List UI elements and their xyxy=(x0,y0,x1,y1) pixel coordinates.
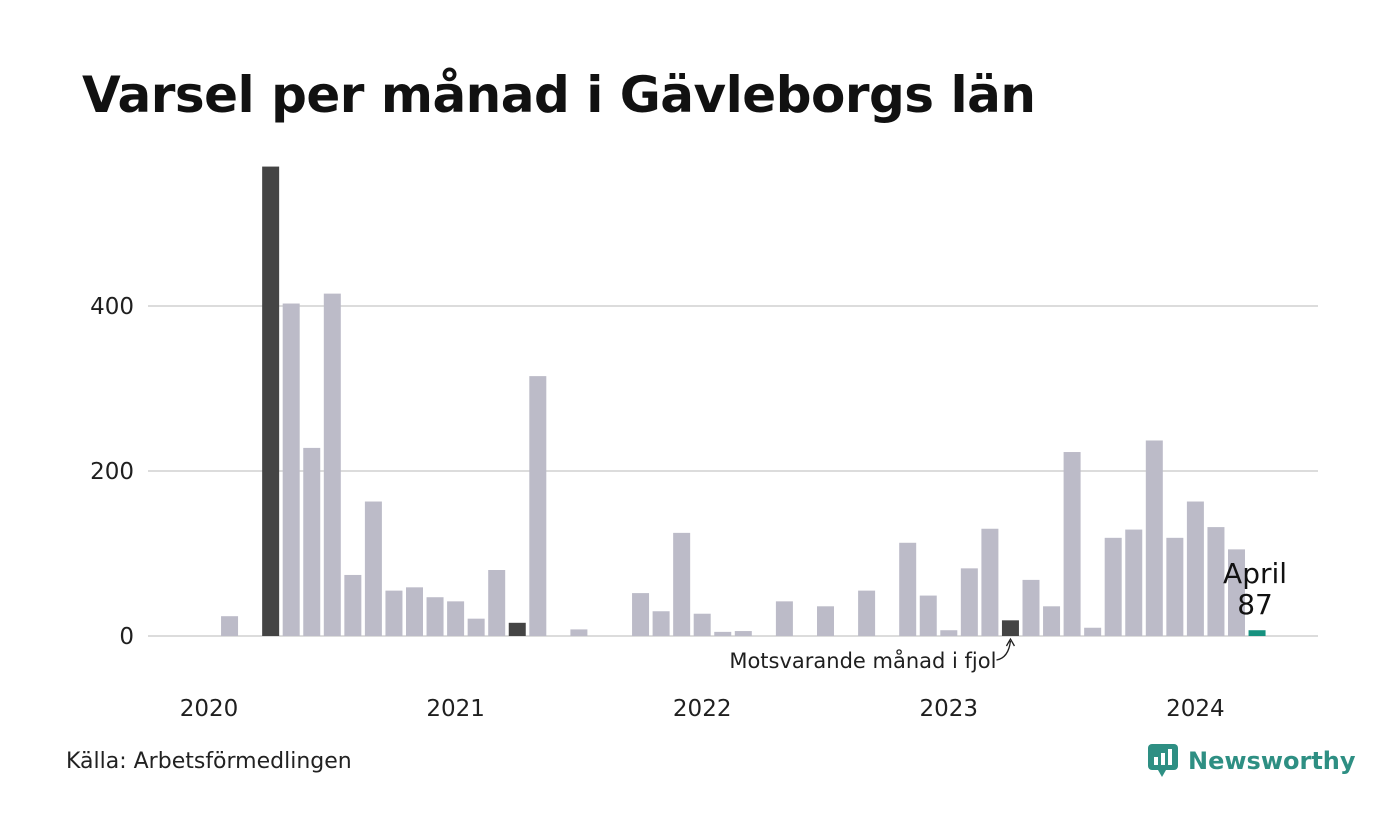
y-tick-label: 0 xyxy=(119,624,134,650)
chart-title: Varsel per månad i Gävleborgs län xyxy=(82,66,1036,124)
bar-chart: 0 200 400 2020 2021 2022 2023 2024 Motsvarande… xyxy=(90,166,1318,722)
x-tick-label: 2023 xyxy=(920,696,979,722)
x-tick-label: 2021 xyxy=(426,696,485,722)
bar-2023-03 xyxy=(981,528,999,636)
bar-2023-09 xyxy=(1104,537,1122,636)
bar-2023-06 xyxy=(1043,606,1061,636)
bar-2023-02 xyxy=(960,568,978,636)
annotation-arrow xyxy=(996,637,1016,661)
bar-2021-05 xyxy=(529,376,547,636)
current-value-callout: April 87 xyxy=(1223,557,1287,621)
newsworthy-logo-icon xyxy=(1148,744,1178,777)
bar-2024-02 xyxy=(1207,527,1225,636)
x-tick-label: 2024 xyxy=(1166,696,1225,722)
annotation-label: Motsvarande månad i fjol xyxy=(729,648,996,673)
bar-2020-02 xyxy=(221,616,239,636)
gridlines xyxy=(148,305,1318,637)
bar-2021-04 xyxy=(508,622,526,636)
bar-2021-10 xyxy=(632,593,650,636)
bar-2021-11 xyxy=(652,611,670,636)
bar-2022-02 xyxy=(714,631,732,636)
bar-2020-12 xyxy=(426,597,444,636)
bar-2022-09 xyxy=(858,590,876,636)
bar-2020-05 xyxy=(282,303,300,636)
bar-2022-03 xyxy=(734,631,752,636)
bar-2021-02 xyxy=(467,618,485,636)
annotation-group: Motsvarande månad i fjol xyxy=(729,637,1016,673)
x-axis-ticks: 2020 2021 2022 2023 2024 xyxy=(180,696,1225,722)
bar-2020-10 xyxy=(385,590,403,636)
x-tick-label: 2022 xyxy=(673,696,732,722)
bar-2020-04 xyxy=(262,166,280,636)
bar-2022-11 xyxy=(899,542,917,636)
brand-name: Newsworthy xyxy=(1188,747,1356,775)
y-axis-ticks: 0 200 400 xyxy=(90,294,134,650)
bar-2020-11 xyxy=(406,587,423,636)
bar-2020-08 xyxy=(344,574,362,636)
bar-2023-11 xyxy=(1145,440,1163,636)
bar-2022-07 xyxy=(817,606,834,636)
bar-2021-01 xyxy=(447,601,465,636)
bar-2022-01 xyxy=(693,613,711,636)
bar-2024-03 xyxy=(1228,549,1245,636)
brand-logo[interactable]: Newsworthy xyxy=(1148,744,1356,778)
bar-2022-05 xyxy=(775,601,793,636)
y-tick-label: 200 xyxy=(90,459,134,485)
bar-2023-04 xyxy=(1001,620,1019,636)
bar-2021-07 xyxy=(570,629,588,636)
source-note: Källa: Arbetsförmedlingen xyxy=(66,749,352,774)
bar-2023-05 xyxy=(1022,579,1040,636)
bar-2024-04 xyxy=(1248,630,1266,636)
bar-2023-07 xyxy=(1063,452,1081,636)
callout-value: 87 xyxy=(1237,588,1273,621)
bar-2020-07 xyxy=(323,293,341,636)
bar-2020-06 xyxy=(303,447,321,636)
x-tick-label: 2020 xyxy=(180,696,239,722)
callout-month: April xyxy=(1223,557,1287,590)
bar-2023-08 xyxy=(1084,627,1102,636)
y-tick-label: 400 xyxy=(90,294,134,320)
bars xyxy=(221,166,1266,636)
bar-2024-01 xyxy=(1186,501,1204,636)
bar-2021-03 xyxy=(488,570,506,636)
bar-2023-12 xyxy=(1166,537,1184,636)
bar-2023-01 xyxy=(940,630,958,636)
bar-2021-12 xyxy=(673,532,691,636)
bar-2022-12 xyxy=(919,595,937,636)
bar-2020-09 xyxy=(364,501,382,636)
bar-2023-10 xyxy=(1125,529,1143,636)
